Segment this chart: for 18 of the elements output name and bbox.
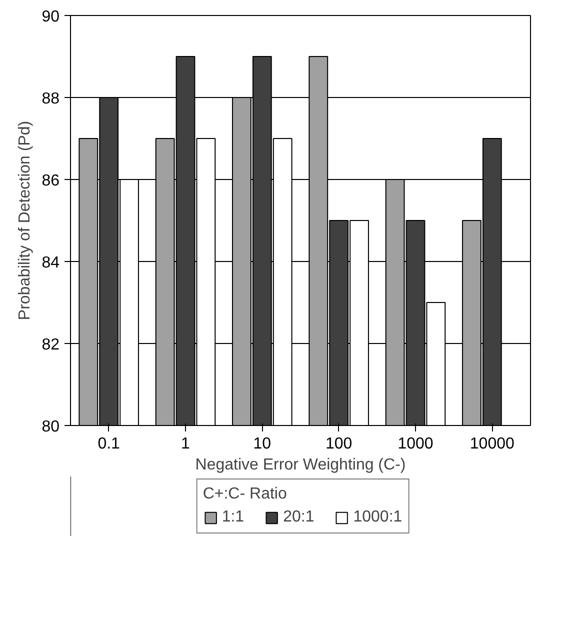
legend-label: 1000:1 [353, 508, 402, 526]
y-tick-label: 88 [42, 90, 60, 108]
x-axis-title: Negative Error Weighting (C-) [195, 456, 406, 474]
y-tick-label: 84 [42, 254, 60, 272]
x-tick-label: 100 [325, 436, 352, 452]
legend-label: 20:1 [283, 508, 314, 526]
x-tick-label: 1000 [398, 436, 434, 452]
x-tick-label: 10000 [470, 436, 515, 452]
y-tick-label: 90 [42, 8, 60, 26]
y-tick-label: 86 [42, 172, 60, 190]
x-tick-label: 0.1 [98, 436, 120, 452]
y-axis-title: Probability of Detection (Pd) [16, 120, 34, 320]
y-tick-label: 80 [42, 418, 60, 436]
x-tick-label: 10 [253, 436, 272, 452]
legend-label: 1:1 [222, 508, 244, 526]
legend-title: C+:C- Ratio [202, 486, 288, 504]
x-tick-label: 1 [181, 436, 190, 452]
y-tick-label: 82 [42, 336, 60, 354]
